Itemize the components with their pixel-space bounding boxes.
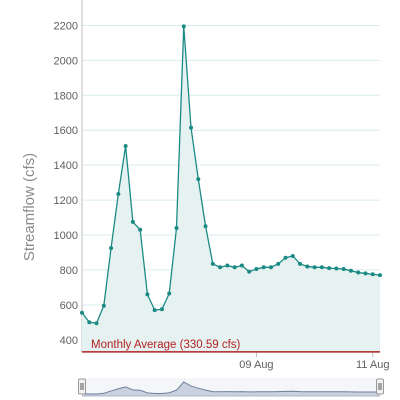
y-tick-label: 1200 [54, 195, 78, 207]
data-point[interactable] [305, 264, 310, 269]
data-point[interactable] [363, 271, 368, 276]
data-point[interactable] [268, 265, 273, 270]
data-point[interactable] [298, 261, 303, 266]
data-point[interactable] [138, 227, 143, 232]
data-point[interactable] [145, 292, 150, 297]
y-tick-label: 2200 [54, 20, 78, 32]
data-point[interactable] [116, 191, 121, 196]
navigator[interactable] [78, 378, 384, 397]
area-layer [81, 26, 381, 353]
data-point[interactable] [94, 321, 99, 326]
data-point[interactable] [203, 224, 208, 229]
y-tick-label: 1400 [54, 160, 78, 172]
data-points [80, 24, 382, 326]
series-area [82, 26, 380, 353]
data-point[interactable] [109, 246, 114, 251]
data-point[interactable] [247, 269, 252, 274]
data-point[interactable] [167, 291, 172, 296]
y-axis-ticks: 400 600 800 1000 1200 1400 1600 1800 2000 2200 [54, 20, 78, 346]
data-point[interactable] [312, 265, 317, 270]
reference-line-label: Monthly Average (330.59 cfs) [91, 339, 241, 351]
data-point[interactable] [348, 268, 353, 273]
y-tick-label: 800 [60, 265, 78, 277]
x-axis-ticks: 09 Aug 11 Aug [239, 352, 389, 371]
data-point[interactable] [254, 267, 259, 272]
data-point[interactable] [218, 265, 223, 270]
data-point[interactable] [225, 263, 230, 268]
data-point[interactable] [80, 310, 84, 315]
data-point[interactable] [232, 265, 237, 270]
data-point[interactable] [181, 24, 186, 29]
data-point[interactable] [159, 307, 164, 312]
data-point[interactable] [152, 308, 157, 313]
data-point[interactable] [276, 261, 281, 266]
data-point[interactable] [130, 219, 135, 224]
data-point[interactable] [87, 320, 92, 325]
data-point[interactable] [283, 255, 288, 260]
data-point[interactable] [334, 266, 339, 271]
y-axis-title: Streamflow (cfs) [21, 153, 38, 261]
y-tick-label: 400 [60, 335, 78, 347]
navigator-handle-right[interactable] [376, 378, 384, 395]
data-point[interactable] [210, 261, 215, 266]
data-point[interactable] [123, 143, 128, 148]
navigator-line [81, 381, 381, 395]
data-point[interactable] [239, 263, 244, 268]
data-point[interactable] [101, 303, 106, 308]
x-tick-label: 11 Aug [356, 359, 389, 371]
x-tick-label: 09 Aug [239, 359, 273, 371]
data-point[interactable] [189, 125, 194, 130]
data-point[interactable] [174, 226, 179, 231]
y-tick-label: 1000 [54, 230, 78, 242]
data-point[interactable] [196, 177, 201, 182]
data-point[interactable] [356, 270, 361, 275]
data-point[interactable] [319, 265, 324, 270]
navigator-area [82, 382, 380, 396]
data-point[interactable] [341, 267, 346, 272]
y-tick-label: 2000 [54, 55, 78, 67]
y-tick-label: 1800 [54, 90, 78, 102]
data-point[interactable] [327, 266, 332, 271]
data-point[interactable] [378, 273, 382, 278]
y-tick-label: 600 [60, 300, 78, 312]
navigator-handle-left[interactable] [78, 378, 86, 395]
handle-grip-icon[interactable] [376, 378, 384, 395]
y-tick-label: 1600 [54, 125, 78, 137]
data-point[interactable] [370, 272, 375, 277]
handle-grip-icon[interactable] [78, 378, 86, 395]
reference-line-group: Monthly Average (330.59 cfs) [82, 339, 380, 353]
data-point[interactable] [261, 265, 266, 270]
data-point[interactable] [290, 253, 295, 258]
